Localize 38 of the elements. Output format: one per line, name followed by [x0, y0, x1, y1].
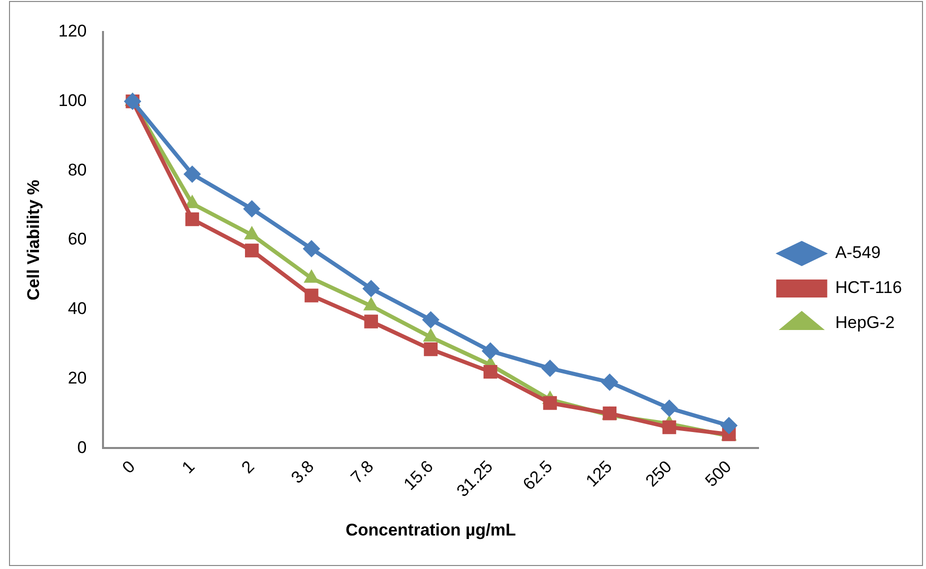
- point: [543, 396, 557, 410]
- legend-label: A-549: [835, 243, 881, 262]
- x-tick-label: 500: [702, 457, 736, 491]
- point: [243, 200, 260, 218]
- point: [662, 420, 676, 434]
- point: [364, 314, 378, 328]
- point: [484, 364, 498, 379]
- legend-label: HepG-2: [835, 313, 895, 332]
- point: [422, 311, 440, 328]
- y-tick-label: 0: [77, 438, 87, 457]
- y-tick-label: 60: [68, 230, 87, 249]
- x-tick-label: 250: [642, 457, 676, 491]
- point: [660, 400, 678, 417]
- point: [304, 288, 318, 302]
- point: [720, 417, 738, 434]
- y-tick-label: 80: [68, 160, 87, 180]
- y-tick-label: 120: [58, 22, 87, 41]
- x-tick-label: 2: [238, 457, 258, 478]
- point: [184, 166, 201, 183]
- y-tick-label: 20: [68, 368, 87, 388]
- x-axis-title: Concentration µg/mL: [346, 520, 516, 540]
- point: [302, 240, 320, 258]
- point: [185, 212, 200, 226]
- point: [601, 374, 618, 391]
- x-tick-label: 0: [118, 457, 139, 478]
- x-tick-label: 7.8: [347, 457, 378, 488]
- point: [424, 342, 438, 356]
- point: [362, 280, 380, 298]
- y-axis-title: Cell Viability %: [24, 180, 43, 300]
- x-tick-label: 125: [582, 457, 616, 491]
- y-tick-label: 100: [58, 91, 87, 110]
- legend-label: HCT-116: [835, 278, 902, 298]
- point: [244, 244, 259, 258]
- y-tick-label: 40: [68, 299, 87, 318]
- point: [482, 342, 499, 360]
- point: [542, 360, 559, 377]
- x-tick-label: 1: [178, 457, 198, 478]
- x-tick-label: 3.8: [287, 457, 318, 488]
